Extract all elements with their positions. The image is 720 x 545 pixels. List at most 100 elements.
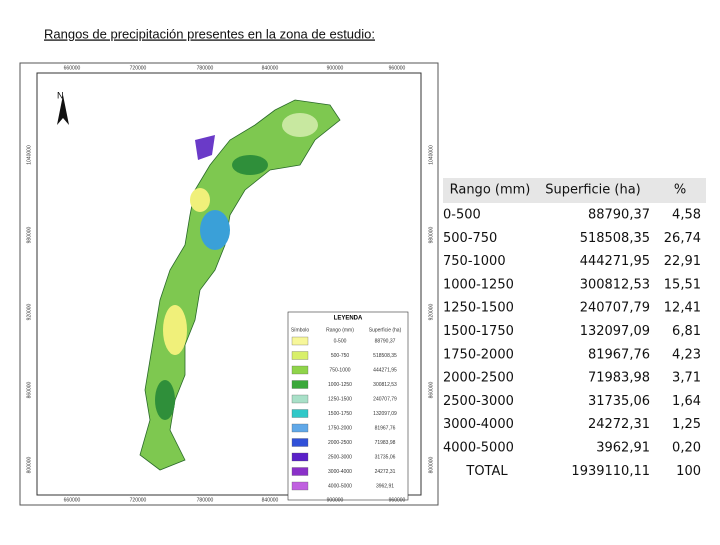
legend-range: 1250-1500 bbox=[328, 396, 352, 402]
table-cell: 6,81 bbox=[672, 324, 701, 339]
table-cell: 1,64 bbox=[672, 394, 701, 409]
table-cell: 71983,98 bbox=[588, 371, 650, 386]
table-cell: 1939110,11 bbox=[571, 464, 650, 479]
legend-range: 1500-1750 bbox=[328, 411, 352, 417]
legend-area: 240707,79 bbox=[373, 396, 397, 402]
legend-swatch bbox=[291, 423, 309, 433]
map-x-label: 840000 bbox=[262, 65, 279, 71]
legend-area: 81967,76 bbox=[375, 425, 396, 431]
legend-area: 71983,98 bbox=[375, 440, 396, 446]
map-x-label: 960000 bbox=[389, 65, 406, 71]
legend-swatch bbox=[291, 336, 309, 346]
legend-range: 0-500 bbox=[334, 338, 347, 344]
legend-swatch bbox=[291, 409, 309, 418]
map-x-label: 720000 bbox=[130, 497, 147, 503]
map-zone bbox=[190, 188, 210, 212]
table-cell: 500-750 bbox=[443, 231, 497, 246]
legend-title: LEYENDA bbox=[334, 316, 363, 322]
legend-area: 300812,53 bbox=[373, 382, 397, 388]
table-cell: 300812,53 bbox=[580, 277, 650, 292]
map-y-label: 1040000 bbox=[26, 145, 32, 165]
table-cell: 26,74 bbox=[664, 231, 701, 246]
table-cell: 12,41 bbox=[664, 301, 701, 316]
table-cell: 24272,31 bbox=[588, 417, 650, 432]
legend-swatch bbox=[291, 365, 309, 375]
map-x-label: 660000 bbox=[64, 65, 81, 71]
table-cell: 4,58 bbox=[672, 208, 701, 223]
map-zone bbox=[163, 305, 187, 355]
map-zone bbox=[195, 135, 215, 160]
table-cell: 750-1000 bbox=[443, 254, 506, 269]
legend-range: 500-750 bbox=[331, 353, 350, 359]
table-cell: 2000-2500 bbox=[443, 371, 514, 386]
table-cell: 1,25 bbox=[672, 417, 701, 432]
map-x-label: 780000 bbox=[197, 497, 214, 503]
table-cell: 0,20 bbox=[672, 441, 701, 456]
table-cell: 4,23 bbox=[672, 347, 701, 362]
table-cell: 88790,37 bbox=[588, 208, 650, 223]
table-header: Superficie (ha) bbox=[545, 183, 641, 198]
legend-area: 31735,06 bbox=[375, 454, 396, 460]
legend-header: Superficie (ha) bbox=[369, 327, 402, 333]
table-cell: 444271,95 bbox=[580, 254, 650, 269]
legend-area: 444271,95 bbox=[373, 367, 397, 373]
legend-swatch bbox=[291, 394, 309, 404]
legend-swatch bbox=[291, 481, 309, 491]
map-zone bbox=[232, 155, 268, 175]
map-x-label: 660000 bbox=[64, 497, 81, 503]
legend-header: Símbolo bbox=[291, 327, 310, 333]
table-cell: 518508,35 bbox=[580, 231, 650, 246]
north-arrow bbox=[57, 95, 69, 125]
map-x-label: 960000 bbox=[389, 497, 406, 503]
legend-range: 2000-2500 bbox=[328, 440, 352, 446]
legend-swatch bbox=[291, 380, 309, 389]
map-y-label: 1040000 bbox=[428, 145, 434, 165]
table-header: % bbox=[674, 183, 686, 198]
map-x-label: 900000 bbox=[327, 497, 344, 503]
table-cell: 22,91 bbox=[664, 254, 701, 269]
title: Rangos de precipitación presentes en la … bbox=[44, 26, 375, 41]
legend-range: 4000-5000 bbox=[328, 483, 352, 489]
legend-area: 3962,91 bbox=[376, 483, 394, 489]
table-cell: 0-500 bbox=[443, 208, 481, 223]
table-cell: 15,51 bbox=[664, 277, 701, 292]
table-cell: 1750-2000 bbox=[443, 347, 514, 362]
legend-swatch bbox=[291, 452, 309, 462]
legend-range: 2500-3000 bbox=[328, 454, 352, 460]
map-zone bbox=[200, 210, 230, 250]
table-cell: 1000-1250 bbox=[443, 277, 514, 292]
map-y-label: 920000 bbox=[428, 303, 434, 320]
legend-swatch bbox=[291, 467, 309, 476]
table-cell: 132097,09 bbox=[580, 324, 650, 339]
legend-area: 24272,31 bbox=[375, 469, 396, 475]
table-header-bg bbox=[443, 178, 706, 203]
legend-header: Rango (mm) bbox=[326, 327, 354, 333]
table-cell: 2500-3000 bbox=[443, 394, 514, 409]
map-x-label: 840000 bbox=[262, 497, 279, 503]
map-y-label: 860000 bbox=[26, 381, 32, 398]
map-y-label: 920000 bbox=[26, 303, 32, 320]
table-cell: TOTAL bbox=[465, 464, 508, 479]
legend-range: 1000-1250 bbox=[328, 382, 352, 388]
legend-range: 3000-4000 bbox=[328, 469, 352, 475]
table-cell: 3000-4000 bbox=[443, 417, 514, 432]
map-x-label: 720000 bbox=[130, 65, 147, 71]
map-x-label: 900000 bbox=[327, 65, 344, 71]
table-cell: 3962,91 bbox=[596, 441, 650, 456]
table-cell: 81967,76 bbox=[588, 347, 650, 362]
map-y-label: 800000 bbox=[26, 456, 32, 473]
map-y-label: 860000 bbox=[428, 381, 434, 398]
table-header: Rango (mm) bbox=[450, 183, 531, 198]
table-cell: 1500-1750 bbox=[443, 324, 514, 339]
map-zone bbox=[155, 380, 175, 420]
map-y-label: 980000 bbox=[26, 226, 32, 243]
legend-range: 750-1000 bbox=[329, 367, 350, 373]
legend-swatch bbox=[291, 438, 309, 447]
table-cell: 4000-5000 bbox=[443, 441, 514, 456]
legend-area: 132097,09 bbox=[373, 411, 397, 417]
legend-area: 518508,35 bbox=[373, 353, 397, 359]
map-y-label: 800000 bbox=[428, 456, 434, 473]
table-cell: 3,71 bbox=[672, 371, 701, 386]
